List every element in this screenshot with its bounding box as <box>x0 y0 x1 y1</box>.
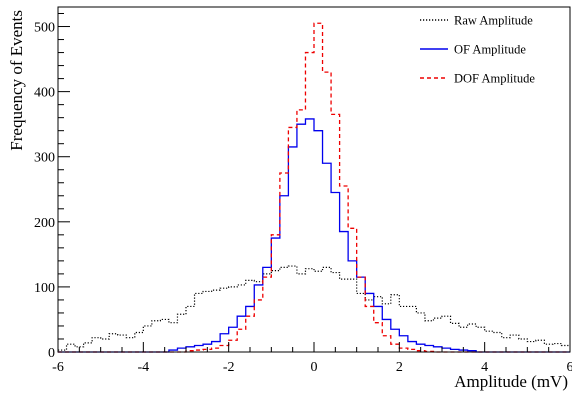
y-tick-label: 0 <box>48 346 55 361</box>
y-tick-label: 500 <box>34 21 55 36</box>
y-tick-label: 400 <box>34 86 55 101</box>
legend-label: DOF Amplitude <box>454 72 535 86</box>
y-axis-title: Frequency of Events <box>7 10 26 151</box>
plot-frame <box>57 6 571 353</box>
x-tick-label: -4 <box>137 360 149 375</box>
x-tick-label: 6 <box>567 360 572 375</box>
series-line-raw-amplitude <box>58 265 570 351</box>
x-tick-label: 4 <box>481 360 488 375</box>
x-tick-label: -2 <box>223 360 235 375</box>
x-tick-label: -6 <box>52 360 64 375</box>
legend: Raw Amplitude OF Amplitude DOF Amplitude <box>420 14 535 86</box>
legend-label: OF Amplitude <box>454 43 526 57</box>
y-tick-label: 200 <box>34 216 55 231</box>
x-axis-title: Amplitude (mV) <box>454 372 568 391</box>
series-line-of-amplitude <box>58 118 570 353</box>
x-tick-label: 2 <box>396 360 403 375</box>
y-tick-label: 100 <box>34 281 55 296</box>
x-tick-label: 0 <box>311 360 318 375</box>
legend-label: Raw Amplitude <box>454 14 533 28</box>
axes-layer <box>57 6 571 353</box>
tick-labels: -6 -4 -2 0 2 4 6 0 100 200 300 400 500 <box>34 21 572 375</box>
y-tick-label: 300 <box>34 151 55 166</box>
